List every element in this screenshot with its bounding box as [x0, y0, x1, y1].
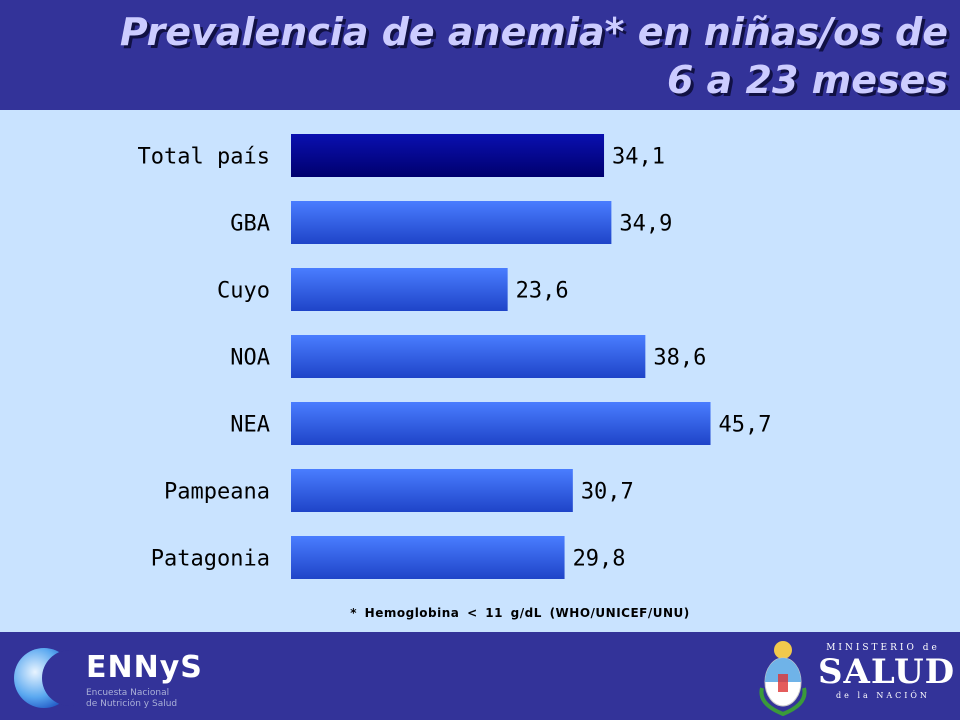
ennys-logo: ENNyS Encuesta Nacional de Nutrición y S… — [14, 642, 204, 714]
footer: ENNyS Encuesta Nacional de Nutrición y S… — [0, 632, 960, 720]
ministry-logo-name: SALUD — [818, 652, 956, 692]
ministry-logo-top: MINISTERIO de — [826, 643, 940, 653]
ministry-logo: MINISTERIO de SALUD de la NACIÓN — [818, 642, 956, 712]
category-label: NOA — [230, 346, 270, 371]
ministry-logo-bottom: de la NACIÓN — [836, 691, 930, 700]
category-label: Cuyo — [217, 279, 270, 304]
value-label: 34,1 — [612, 145, 665, 170]
page-title: Prevalencia de anemia* en niñas/os de 6 … — [48, 8, 948, 104]
bar-nea — [291, 402, 711, 445]
bar-pampeana — [291, 469, 573, 512]
ennys-logo-text: ENNyS — [86, 650, 203, 685]
footnote: * Hemoglobina < 11 g/dL (WHO/UNICEF/UNU) — [350, 606, 690, 620]
category-label: Total país — [138, 145, 270, 170]
bar-chart: Total país 34,1 GBA 34,9 Cuyo 23,6 NOA 38,6 NEA 4… — [138, 134, 772, 579]
bar-total-pa-s — [291, 134, 605, 177]
category-label: GBA — [230, 212, 270, 237]
value-label: 29,8 — [573, 547, 626, 572]
ennys-logo-subtitle: Encuesta Nacional de Nutrición y Salud — [86, 688, 216, 710]
moon-logo-icon — [14, 648, 74, 708]
title-line-2: 6 a 23 meses — [666, 58, 948, 102]
bar-gba — [291, 201, 612, 244]
value-label: 45,7 — [719, 413, 772, 438]
bar-cuyo — [291, 268, 508, 311]
category-label: Patagonia — [151, 547, 270, 572]
ennys-sub-line-1: Encuesta Nacional — [86, 688, 170, 698]
national-crest-icon — [759, 641, 807, 716]
chart-area: Total país 34,1 GBA 34,9 Cuyo 23,6 NOA 38,6 NEA 4… — [0, 110, 960, 632]
category-label: Pampeana — [164, 480, 270, 505]
header: Prevalencia de anemia* en niñas/os de 6 … — [0, 0, 960, 110]
ennys-sub-line-2: de Nutrición y Salud — [86, 699, 178, 709]
value-label: 38,6 — [653, 346, 706, 371]
bar-patagonia — [291, 536, 565, 579]
category-label: NEA — [230, 413, 270, 438]
value-label: 34,9 — [619, 212, 672, 237]
value-label: 23,6 — [516, 279, 569, 304]
title-line-1: Prevalencia de anemia* en niñas/os de — [119, 10, 948, 54]
bar-noa — [291, 335, 646, 378]
value-label: 30,7 — [581, 480, 634, 505]
